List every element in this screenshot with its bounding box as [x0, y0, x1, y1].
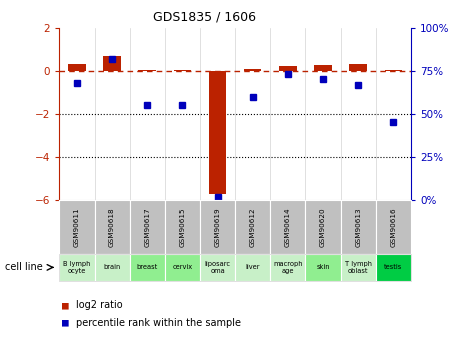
Text: percentile rank within the sample: percentile rank within the sample	[76, 318, 241, 327]
Text: log2 ratio: log2 ratio	[76, 300, 123, 310]
Text: brain: brain	[104, 264, 121, 270]
Bar	[244, 69, 261, 71]
Text: cervix: cervix	[172, 264, 192, 270]
Bar	[68, 64, 86, 71]
Text: GDS1835 / 1606: GDS1835 / 1606	[153, 10, 256, 23]
Text: GSM90611: GSM90611	[74, 207, 80, 247]
Text: breast: breast	[137, 264, 158, 270]
Text: GSM90612: GSM90612	[250, 207, 256, 247]
Bar	[349, 64, 367, 71]
Text: cell line: cell line	[5, 263, 42, 272]
Bar	[174, 70, 191, 71]
Bar	[104, 56, 121, 71]
Text: ■: ■	[62, 318, 68, 327]
Text: GSM90616: GSM90616	[390, 207, 396, 247]
Bar	[139, 70, 156, 71]
Text: ■: ■	[62, 300, 68, 310]
Text: GSM90618: GSM90618	[109, 207, 115, 247]
Text: liposarc
oma: liposarc oma	[205, 261, 230, 274]
Bar	[314, 65, 332, 71]
Bar	[279, 66, 296, 71]
Text: liver: liver	[246, 264, 260, 270]
Text: GSM90620: GSM90620	[320, 207, 326, 247]
Bar	[385, 70, 402, 71]
Text: B lymph
ocyte: B lymph ocyte	[63, 261, 91, 274]
Text: GSM90614: GSM90614	[285, 207, 291, 247]
Text: skin: skin	[316, 264, 330, 270]
Text: T lymph
oblast: T lymph oblast	[345, 261, 371, 274]
Text: GSM90615: GSM90615	[180, 207, 185, 247]
Bar	[209, 71, 226, 194]
Text: GSM90619: GSM90619	[215, 207, 220, 247]
Text: GSM90613: GSM90613	[355, 207, 361, 247]
Text: GSM90617: GSM90617	[144, 207, 150, 247]
Text: testis: testis	[384, 264, 402, 270]
Text: macroph
age: macroph age	[273, 261, 303, 274]
